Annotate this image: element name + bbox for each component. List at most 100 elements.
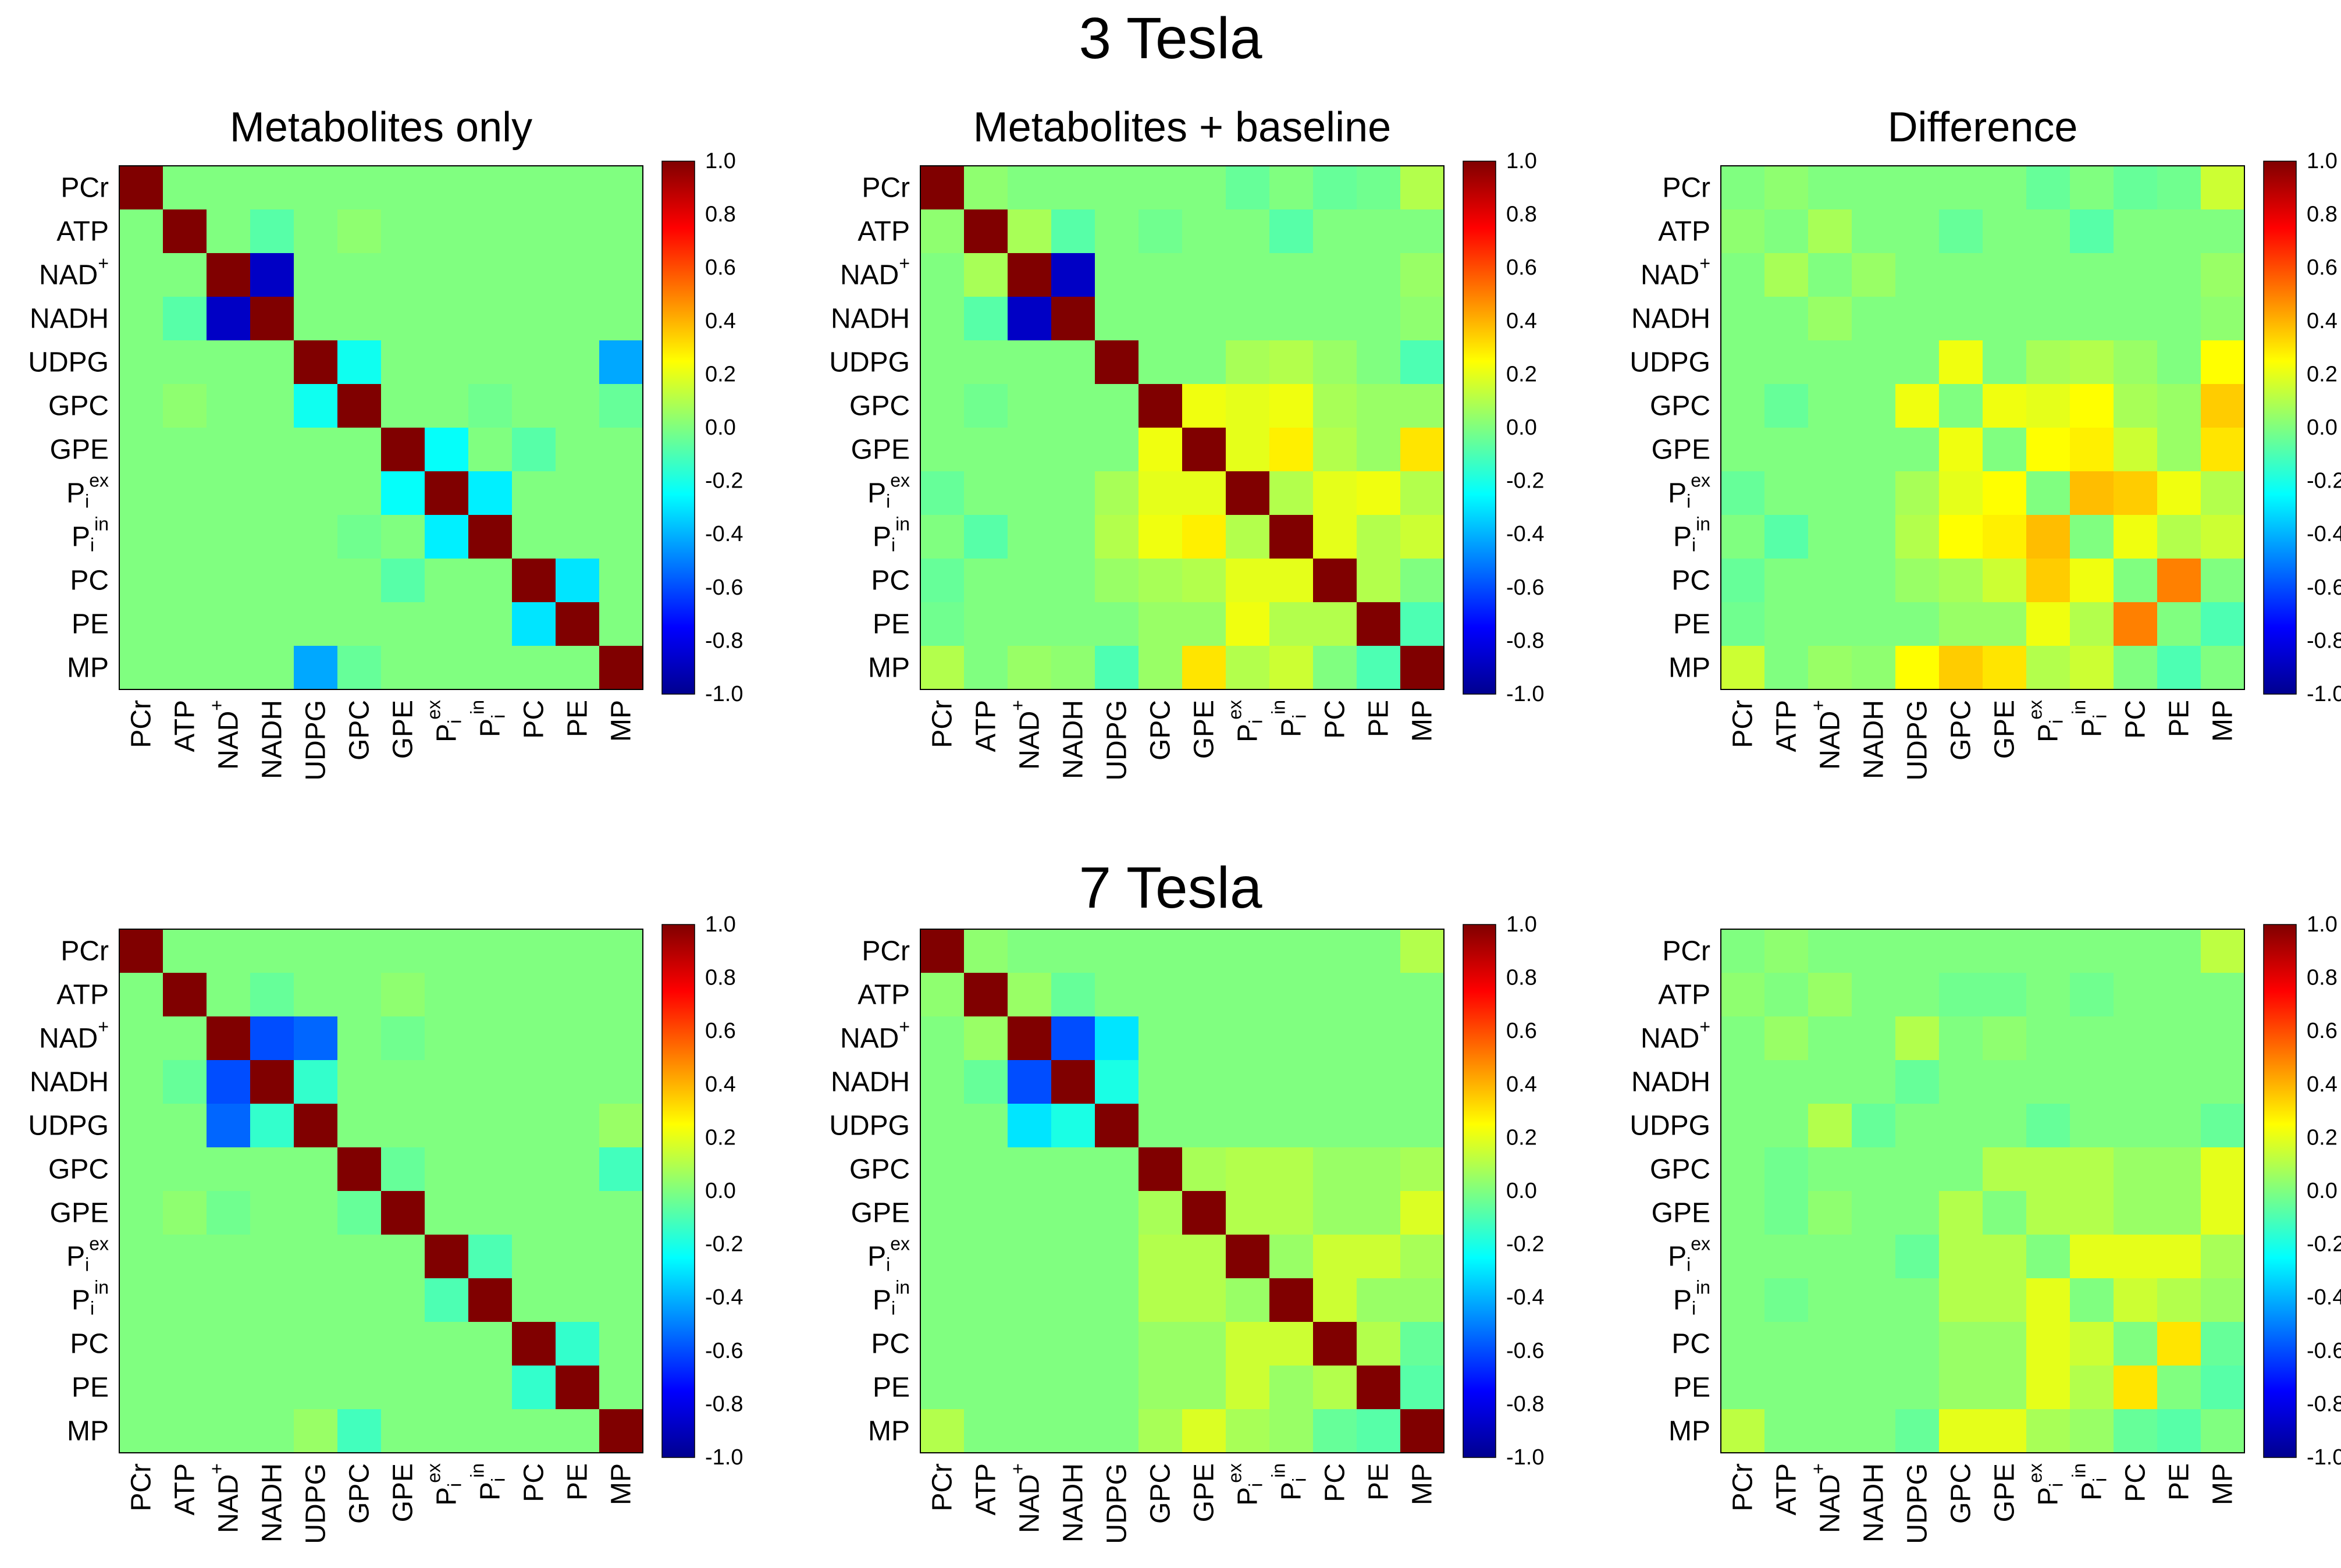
heatmap-cell (163, 1366, 207, 1410)
heatmap-cell (1182, 1235, 1226, 1279)
heatmap-cell (468, 646, 513, 690)
heatmap-cell (2070, 559, 2114, 603)
x-tick-label-nadh: NADH (1058, 700, 1088, 779)
heatmap-cell (1139, 1322, 1183, 1366)
heatmap-cell (119, 1147, 163, 1192)
heatmap-cell (556, 1322, 600, 1366)
heatmap-cell (1226, 471, 1270, 515)
heatmap-cell (599, 384, 643, 428)
heatmap-cell (2201, 646, 2245, 690)
heatmap-cell (599, 1060, 643, 1104)
heatmap-cell (1095, 1366, 1139, 1410)
heatmap-cell (1226, 1016, 1270, 1061)
colorbar-tick-label: -0.2 (1506, 1232, 1544, 1257)
heatmap-cell (964, 973, 1008, 1017)
heatmap-cell (2026, 1366, 2070, 1410)
heatmap-cell (1095, 646, 1139, 690)
heatmap-cell (1808, 1016, 1852, 1061)
heatmap-cell (2114, 253, 2158, 297)
heatmap-cell (1400, 253, 1445, 297)
y-tick-label-pcr: PCr (1662, 936, 1710, 966)
heatmap-cell (1008, 515, 1052, 559)
heatmap-cell (964, 1191, 1008, 1235)
heatmap-cell (1139, 297, 1183, 341)
heatmap-cell (1139, 1104, 1183, 1148)
x-tick-label-pi-ex: Piex (2025, 700, 2067, 742)
heatmap-cell (2201, 471, 2245, 515)
heatmap-cell (556, 166, 600, 210)
y-tick-label-nad: NAD+ (1641, 253, 1710, 291)
heatmap-cell (1313, 1409, 1357, 1453)
heatmap-cell (1269, 471, 1314, 515)
heatmap-cell (2026, 1235, 2070, 1279)
heatmap-cell (1721, 1191, 1765, 1235)
heatmap-cell (163, 559, 207, 603)
heatmap-cell (1095, 384, 1139, 428)
y-tick-label-udpg: UDPG (1630, 1110, 1710, 1141)
heatmap-cell (1400, 515, 1445, 559)
heatmap-cell (337, 929, 382, 973)
heatmap-cell (1095, 1060, 1139, 1104)
colorbar-tick-label: 0.6 (2307, 1019, 2338, 1043)
x-tick-label-pe: PE (562, 1463, 593, 1501)
heatmap-cell (1808, 384, 1852, 428)
heatmap-cell (2157, 1278, 2201, 1322)
x-tick-label-atp: ATP (1771, 1463, 1802, 1516)
y-tick-label-pi-in: Piin (873, 1277, 910, 1319)
colorbar-tick-label: -1.0 (1506, 1445, 1544, 1470)
heatmap-cell (556, 471, 600, 515)
colorbar-tick-label: -1.0 (2307, 682, 2341, 706)
y-tick-label-gpe: GPE (1652, 434, 1710, 465)
heatmap-cell (163, 1016, 207, 1061)
heatmap-cell (1139, 340, 1183, 385)
heatmap-cell (1852, 471, 1896, 515)
heatmap-cell (1983, 209, 2027, 254)
heatmap-cell (1269, 1016, 1314, 1061)
heatmap-cell (1313, 1278, 1357, 1322)
heatmap-cell (920, 384, 965, 428)
heatmap-cell (337, 1060, 382, 1104)
heatmap-cell (1313, 559, 1357, 603)
heatmap-cell (119, 428, 163, 472)
heatmap-cell (2201, 209, 2245, 254)
heatmap-cell (1357, 559, 1401, 603)
heatmap-cell (1051, 929, 1095, 973)
y-tick-label-pcr: PCr (61, 172, 109, 203)
heatmap-cell (2114, 515, 2158, 559)
y-tick-label-pi-in: Piin (72, 514, 109, 556)
heatmap-cell (1008, 297, 1052, 341)
y-tick-label-udpg: UDPG (829, 347, 910, 378)
heatmap-cell (1983, 1147, 2027, 1192)
heatmap-cell (1983, 253, 2027, 297)
heatmap-cell (1008, 428, 1052, 472)
heatmap-cell (1182, 384, 1226, 428)
heatmap-cell (964, 1409, 1008, 1453)
heatmap-cell (1764, 515, 1809, 559)
heatmap-cell (1269, 297, 1314, 341)
heatmap-cell (468, 973, 513, 1017)
heatmap-cell (337, 1366, 382, 1410)
heatmap-cell (1008, 602, 1052, 646)
heatmap-cell (556, 1409, 600, 1453)
heatmap-cell (425, 1322, 469, 1366)
heatmap-cell (1895, 209, 1940, 254)
heatmap-cell (920, 929, 965, 973)
y-tick-label-gpe: GPE (851, 434, 910, 465)
heatmap-cell (1095, 1016, 1139, 1061)
heatmap-cell (207, 1147, 251, 1192)
heatmap-cell (556, 559, 600, 603)
heatmap-cell (163, 1060, 207, 1104)
heatmap-cell (599, 973, 643, 1017)
heatmap-cell (1051, 1104, 1095, 1148)
heatmap-cell (119, 384, 163, 428)
heatmap-cell (1721, 1060, 1765, 1104)
heatmap-cell (556, 1147, 600, 1192)
heatmap-cell (1226, 1060, 1270, 1104)
x-tick-label-pc: PC (518, 1463, 549, 1502)
heatmap-cell (1400, 428, 1445, 472)
heatmap-cell (468, 1322, 513, 1366)
y-tick-label-mp: MP (1668, 1416, 1710, 1446)
colorbar-tick-label: -0.6 (2307, 1339, 2341, 1363)
heatmap-cell (1939, 297, 1983, 341)
heatmap-cell (468, 1016, 513, 1061)
